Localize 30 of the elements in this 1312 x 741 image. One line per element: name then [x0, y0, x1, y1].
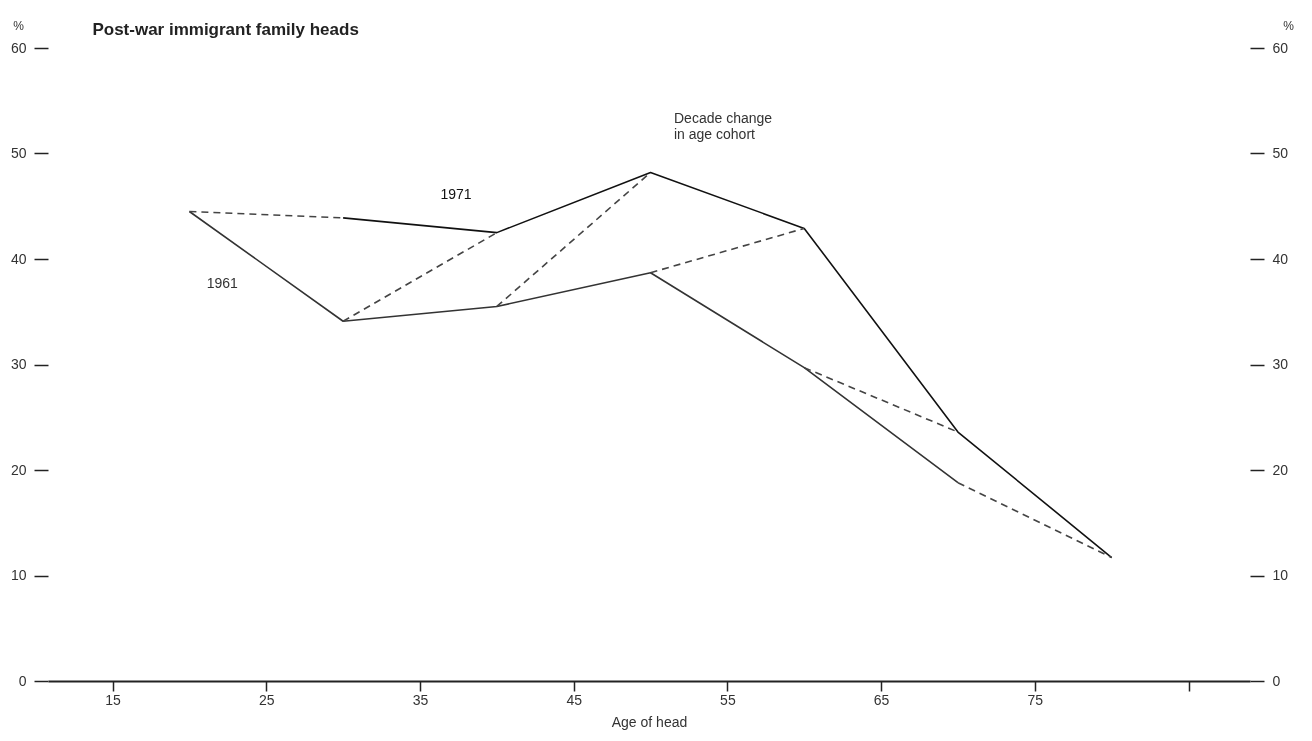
y-tick-label: 0	[18, 672, 27, 689]
x-tick-label: 65	[873, 691, 890, 708]
y2-tick-label: 60	[1272, 39, 1289, 56]
y-tick-label: 40	[10, 250, 27, 267]
y-tick-label: 10	[10, 567, 27, 583]
x-axis-title: Age of head	[611, 713, 688, 730]
chart-title: Post-war immigrant family heads	[92, 20, 359, 39]
y-tick-label: 50	[10, 145, 27, 161]
y-tick-label: 30	[10, 356, 27, 372]
annotation: Decade change in age cohort	[674, 110, 773, 142]
series-label: 1971	[440, 186, 472, 203]
y2-tick-label: 50	[1272, 145, 1289, 161]
x-tick-label: 75	[1027, 691, 1044, 708]
y-axis-title: %	[13, 18, 25, 33]
y2-tick-label: 40	[1272, 250, 1289, 267]
series-label: 1961	[206, 275, 239, 292]
y2-axis-title: %	[1283, 18, 1295, 33]
y-tick-label: 20	[10, 461, 27, 478]
y2-tick-label: 30	[1272, 356, 1289, 372]
y-tick-label: 60	[10, 39, 27, 56]
y2-tick-label: 20	[1272, 461, 1289, 478]
x-tick-label: 25	[258, 691, 275, 708]
x-tick-label: 45	[566, 691, 583, 708]
y2-tick-label: 0	[1272, 672, 1281, 689]
x-tick-label: 35	[412, 691, 429, 708]
x-tick-label: 15	[105, 691, 122, 708]
y2-tick-label: 10	[1272, 567, 1289, 583]
x-tick-label: 55	[720, 691, 736, 708]
line-series	[188, 210, 959, 484]
line-series	[342, 171, 1113, 559]
